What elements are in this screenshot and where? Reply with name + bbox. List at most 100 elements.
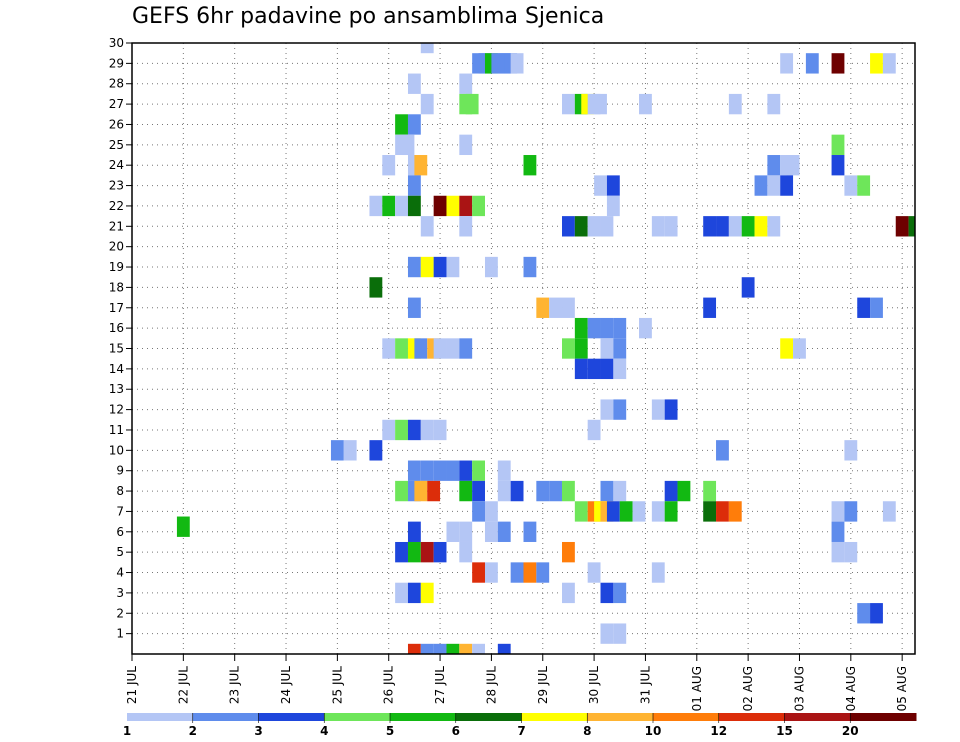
heatmap-cell bbox=[497, 460, 511, 481]
heatmap-cell bbox=[870, 603, 883, 624]
heatmap-cell bbox=[465, 93, 479, 115]
heatmap-cell bbox=[600, 358, 614, 380]
heatmap-cell bbox=[523, 562, 537, 583]
heatmap-cell bbox=[523, 155, 537, 176]
heatmap-cell bbox=[594, 175, 607, 196]
heatmap-cell bbox=[664, 501, 678, 522]
heatmap-cell bbox=[600, 399, 614, 420]
y-tick-label: 19 bbox=[109, 260, 124, 274]
heatmap-cell bbox=[459, 73, 473, 94]
legend-color-swatch bbox=[192, 713, 259, 721]
heatmap-cell bbox=[831, 155, 845, 176]
heatmap-cell bbox=[510, 562, 524, 583]
heatmap-cell bbox=[414, 155, 428, 176]
heatmap-cell bbox=[908, 216, 915, 237]
heatmap-cell bbox=[395, 582, 408, 604]
heatmap-cell bbox=[484, 256, 498, 278]
x-tick-label: 26 JUL bbox=[382, 666, 396, 704]
heatmap-cell bbox=[459, 216, 473, 237]
heatmap-cell bbox=[407, 175, 421, 196]
heatmap-cell bbox=[780, 175, 794, 196]
y-tick-label: 30 bbox=[109, 36, 124, 50]
heatmap-cell bbox=[484, 521, 498, 542]
heatmap-cell bbox=[831, 501, 845, 522]
x-tick-label: 23 JUL bbox=[228, 666, 242, 704]
heatmap-cell bbox=[407, 582, 421, 604]
heatmap-cell bbox=[882, 53, 896, 74]
heatmap-cell bbox=[895, 216, 909, 237]
legend-level-label: 7 bbox=[517, 724, 525, 738]
heatmap-cell bbox=[433, 338, 447, 359]
heatmap-cell bbox=[703, 501, 717, 522]
color-legend: 1 2 3 4 5 6 7 8 10 12 15 20 bbox=[123, 713, 917, 738]
heatmap-cell bbox=[600, 216, 614, 237]
heatmap-cell bbox=[786, 155, 800, 176]
heatmap-cell bbox=[767, 93, 781, 115]
y-tick-label: 5 bbox=[116, 545, 124, 559]
heatmap-cell bbox=[857, 175, 871, 196]
heatmap-cell bbox=[395, 338, 408, 359]
legend-color-swatch bbox=[587, 713, 654, 721]
heatmap-cell bbox=[562, 582, 575, 604]
heatmap-cell bbox=[401, 134, 415, 156]
heatmap-cell bbox=[664, 216, 678, 237]
legend-level-label: 2 bbox=[189, 724, 197, 738]
legend-level-label: 6 bbox=[452, 724, 460, 738]
heatmap-cell bbox=[613, 338, 627, 359]
legend-level-label: 20 bbox=[842, 724, 859, 738]
heatmap-cell bbox=[472, 562, 485, 583]
legend-color-swatch bbox=[718, 713, 785, 721]
heatmap-cell bbox=[446, 338, 460, 359]
x-tick-label: 21 JUL bbox=[125, 666, 139, 704]
legend-level-label: 1 bbox=[123, 724, 131, 738]
heatmap-cell bbox=[716, 501, 729, 522]
heatmap-cell bbox=[433, 419, 447, 441]
x-tick-label: 25 JUL bbox=[330, 666, 344, 704]
x-axis-ticks: 21 JUL 22 JUL 23 JUL 24 JUL 25 JUL 26 JUL 27 J… bbox=[125, 654, 909, 711]
heatmap-cell bbox=[562, 297, 575, 318]
heatmap-cell bbox=[420, 216, 434, 237]
y-tick-label: 4 bbox=[116, 566, 124, 580]
heatmap-cell bbox=[472, 460, 485, 481]
heatmap-cell bbox=[395, 195, 408, 217]
heatmap-cell bbox=[613, 480, 627, 502]
heatmap-cell bbox=[857, 297, 871, 318]
legend-color-swatch bbox=[653, 713, 720, 721]
legend-level-label: 15 bbox=[776, 724, 793, 738]
heatmap-cell bbox=[407, 297, 421, 318]
heatmap-cell bbox=[407, 541, 421, 563]
y-tick-label: 17 bbox=[109, 301, 124, 315]
heatmap-cell bbox=[420, 541, 434, 563]
heatmap-cell bbox=[562, 93, 575, 115]
y-tick-label: 7 bbox=[116, 504, 124, 518]
heatmap-cell bbox=[407, 460, 421, 481]
heatmap-cell bbox=[433, 460, 447, 481]
legend-color-swatch bbox=[324, 713, 391, 721]
heatmap-cell bbox=[831, 541, 845, 563]
heatmap-cell bbox=[510, 480, 524, 502]
heatmap-cell bbox=[651, 399, 665, 420]
legend-level-label: 4 bbox=[320, 724, 328, 738]
heatmap-cell bbox=[587, 358, 601, 380]
heatmap-cell bbox=[587, 562, 601, 583]
heatmap-cell bbox=[420, 643, 434, 654]
heatmap-cell bbox=[606, 195, 620, 217]
heatmap-cell bbox=[741, 277, 755, 298]
heatmap-cell bbox=[574, 216, 588, 237]
heatmap-cell bbox=[574, 317, 588, 339]
legend-color-swatch bbox=[784, 713, 851, 721]
heatmap-cell bbox=[420, 256, 434, 278]
legend-color-swatch bbox=[850, 713, 917, 721]
heatmap-cell bbox=[497, 521, 511, 542]
heatmap-cell bbox=[600, 582, 614, 604]
heatmap-cell bbox=[574, 358, 588, 380]
heatmap-cell bbox=[754, 175, 768, 196]
heatmap-cell bbox=[433, 195, 447, 217]
heatmap-cell bbox=[844, 501, 858, 522]
heatmap-cell bbox=[459, 460, 473, 481]
heatmap-cell bbox=[562, 338, 575, 359]
heatmap-cell bbox=[407, 521, 421, 542]
y-tick-label: 25 bbox=[109, 138, 124, 152]
y-tick-label: 2 bbox=[116, 606, 124, 620]
heatmap-cell bbox=[574, 338, 588, 359]
